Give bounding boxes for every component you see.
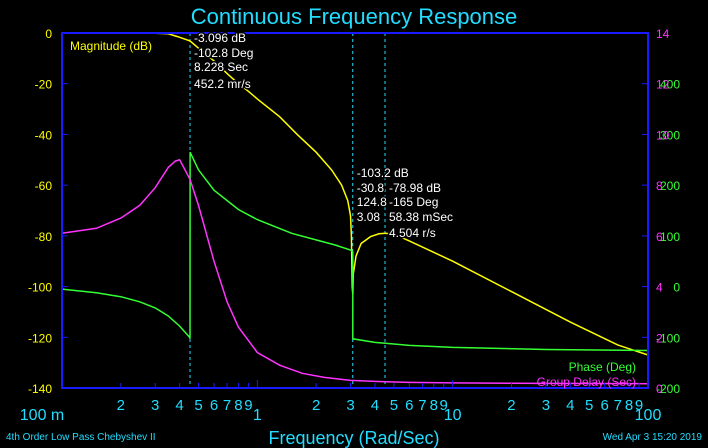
x-tick-label: 6 xyxy=(405,397,413,414)
magnitude-tick-label: -120 xyxy=(28,331,52,345)
phase-tick-label: -200 xyxy=(656,382,680,396)
phase-tick-label: -100 xyxy=(656,331,680,345)
footer-timestamp: Wed Apr 3 15:20 2019 xyxy=(603,432,703,443)
x-tick-label: 8 xyxy=(234,397,242,414)
footer-filter-name: 4th Order Low Pass Chebyshev II xyxy=(6,432,156,443)
legend-group-delay: Group Delay (Sec) xyxy=(537,375,636,389)
plot-frame xyxy=(61,32,649,389)
series-magnitude xyxy=(62,32,649,356)
x-tick-label: 9 xyxy=(244,397,252,414)
group-delay-tick-label: 14 xyxy=(656,27,670,41)
magnitude-tick-label: -40 xyxy=(35,128,53,142)
series-group_delay xyxy=(61,158,649,385)
group-delay-tick-label: 8 xyxy=(656,179,663,193)
x-tick-label: 5 xyxy=(585,397,593,414)
legend-phase: Phase (Deg) xyxy=(569,360,636,374)
phase-tick-label: 300 xyxy=(660,128,680,142)
chart-title: Continuous Frequency Response xyxy=(191,4,518,29)
x-tick-label: 100 m xyxy=(20,407,64,424)
x-tick-label: 8 xyxy=(625,397,633,414)
x-tick-label: 6 xyxy=(210,397,218,414)
x-tick-label: 7 xyxy=(614,397,622,414)
phase-tick-label: 400 xyxy=(660,78,680,92)
x-tick-label: 7 xyxy=(418,397,426,414)
x-tick-label: 10 xyxy=(444,407,462,424)
cursor-readout: -102.8 Deg xyxy=(194,46,253,60)
x-tick-label: 3 xyxy=(151,397,159,414)
x-tick-label: 4 xyxy=(175,397,183,414)
cursor-readout: -103.2 dB xyxy=(357,166,409,180)
magnitude-tick-label: -100 xyxy=(28,281,52,295)
cursor-readout: 124.8 xyxy=(357,195,387,209)
cursor-readout: 3.08 xyxy=(357,210,381,224)
cursor-readout: -78.98 dB xyxy=(389,181,441,195)
x-tick-label: 5 xyxy=(194,397,202,414)
x-tick-label: 100 xyxy=(635,407,662,424)
x-tick-label: 7 xyxy=(223,397,231,414)
magnitude-tick-label: -20 xyxy=(35,78,53,92)
x-tick-label: 2 xyxy=(117,397,125,414)
cursor-readout: -3.096 dB xyxy=(194,31,246,45)
legend-magnitude: Magnitude (dB) xyxy=(70,39,152,53)
x-axis-label: Frequency (Rad/Sec) xyxy=(268,428,439,448)
x-tick-label: 9 xyxy=(440,397,448,414)
cursor-readout: 452.2 mr/s xyxy=(194,77,251,91)
cursor-readout: -165 Deg xyxy=(389,195,438,209)
x-tick-label: 2 xyxy=(507,397,515,414)
cursor-readout: 8.228 Sec xyxy=(194,60,248,74)
group-delay-tick-label: 0 xyxy=(656,382,663,396)
magnitude-tick-label: -80 xyxy=(35,230,53,244)
series-layer xyxy=(61,32,649,385)
x-tick-label: 5 xyxy=(390,397,398,414)
group-delay-tick-label: 4 xyxy=(656,281,663,295)
cursor-readout: 58.38 mSec xyxy=(389,210,453,224)
x-tick-label: 3 xyxy=(542,397,550,414)
x-tick-label: 3 xyxy=(346,397,354,414)
group-delay-tick-label: 2 xyxy=(656,331,663,345)
x-tick-label: 4 xyxy=(371,397,379,414)
phase-tick-label: 200 xyxy=(660,179,680,193)
x-tick-label: 1 xyxy=(253,407,262,424)
magnitude-tick-label: -140 xyxy=(28,382,52,396)
phase-tick-label: 100 xyxy=(660,230,680,244)
x-tick-label: 4 xyxy=(566,397,574,414)
magnitude-tick-label: 0 xyxy=(45,27,52,41)
magnitude-tick-label: -60 xyxy=(35,179,53,193)
x-tick-label: 6 xyxy=(600,397,608,414)
group-delay-tick-label: 6 xyxy=(656,230,663,244)
group-delay-tick-label: 12 xyxy=(656,78,670,92)
x-tick-label: 2 xyxy=(312,397,320,414)
x-tick-label: 8 xyxy=(430,397,438,414)
cursor-readout: 4.504 r/s xyxy=(389,226,436,240)
cursor-readout: -30.8 xyxy=(357,181,385,195)
phase-tick-label: 0 xyxy=(673,281,680,295)
x-tick-label: 9 xyxy=(635,397,643,414)
series-phase xyxy=(61,151,649,352)
group-delay-tick-label: 10 xyxy=(656,128,670,142)
